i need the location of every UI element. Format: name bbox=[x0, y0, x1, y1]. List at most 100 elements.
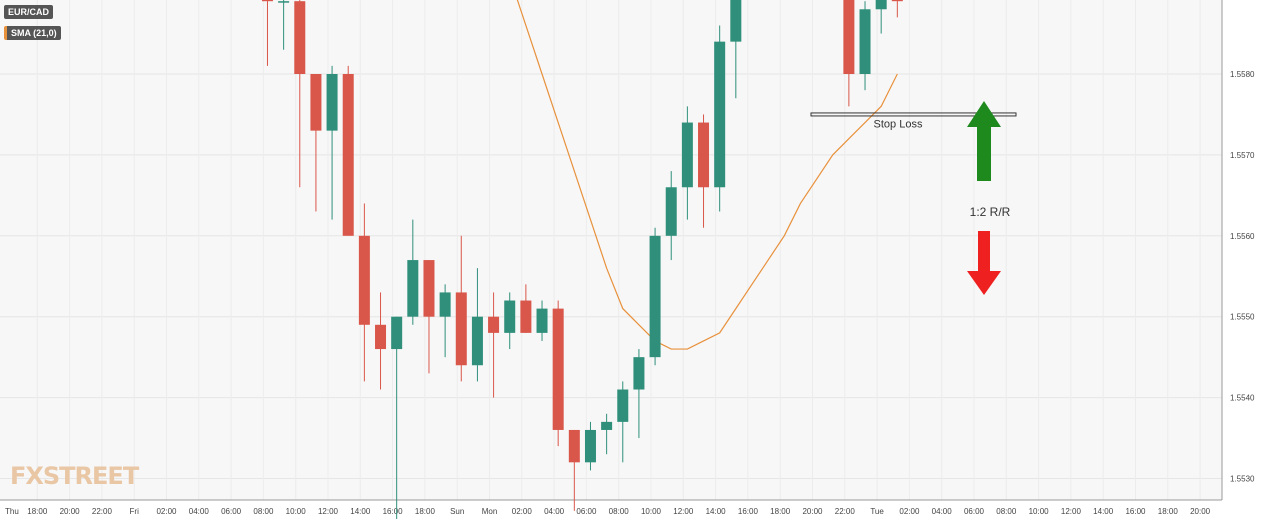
candle-body bbox=[504, 300, 516, 333]
stop-loss-line bbox=[810, 112, 1017, 117]
x-tick-label: 20:00 bbox=[1190, 507, 1211, 516]
candle bbox=[358, 203, 370, 382]
candle-body bbox=[714, 41, 726, 188]
x-tick-label: 02:00 bbox=[899, 507, 920, 516]
x-tick-label: Fri bbox=[130, 507, 140, 516]
candle bbox=[681, 106, 693, 220]
y-tick-label: 1.5530 bbox=[1230, 475, 1255, 484]
candle bbox=[552, 300, 564, 447]
candle bbox=[326, 65, 338, 220]
candle bbox=[875, 0, 887, 34]
x-tick-label: 04:00 bbox=[544, 507, 565, 516]
candle-body bbox=[730, 0, 742, 42]
candle bbox=[504, 292, 516, 350]
candle-body bbox=[423, 260, 435, 317]
y-tick-label: 1.5550 bbox=[1230, 313, 1255, 322]
x-tick-label: 14:00 bbox=[706, 507, 727, 516]
x-tick-label: Tue bbox=[870, 507, 884, 516]
x-tick-label: 10:00 bbox=[1029, 507, 1050, 516]
candle-body bbox=[520, 300, 532, 333]
x-tick-label: 08:00 bbox=[253, 507, 274, 516]
candle-body bbox=[455, 292, 467, 366]
x-tick-label: 06:00 bbox=[221, 507, 242, 516]
candle bbox=[471, 268, 483, 382]
x-tick-label: 18:00 bbox=[415, 507, 436, 516]
candle bbox=[439, 284, 451, 358]
x-tick-label: 04:00 bbox=[932, 507, 953, 516]
candle-body bbox=[891, 0, 903, 2]
x-tick-label: 08:00 bbox=[996, 507, 1017, 516]
candle-body bbox=[617, 389, 629, 422]
candle bbox=[617, 381, 629, 463]
x-tick-label: 12:00 bbox=[318, 507, 339, 516]
candle-body bbox=[471, 316, 483, 366]
candle-body bbox=[859, 9, 871, 75]
y-tick-label: 1.5560 bbox=[1230, 232, 1255, 241]
candle bbox=[649, 227, 661, 366]
x-tick-label: 08:00 bbox=[609, 507, 630, 516]
candle bbox=[665, 171, 677, 261]
x-tick-label: 14:00 bbox=[1093, 507, 1114, 516]
up-arrow-icon bbox=[967, 101, 1001, 181]
candle-body bbox=[488, 316, 500, 333]
x-tick-label: 18:00 bbox=[770, 507, 791, 516]
x-tick-label: Thu bbox=[5, 507, 19, 516]
candle bbox=[859, 1, 871, 91]
x-tick-label: 06:00 bbox=[964, 507, 985, 516]
x-tick-label: 10:00 bbox=[641, 507, 662, 516]
candle-body bbox=[294, 1, 306, 74]
candle bbox=[310, 74, 322, 212]
candle-body bbox=[649, 235, 661, 358]
candle bbox=[568, 429, 580, 511]
candle bbox=[423, 260, 435, 374]
candle bbox=[714, 25, 726, 212]
candle-body bbox=[633, 357, 645, 390]
candle-body bbox=[310, 74, 322, 131]
candle-body bbox=[278, 1, 290, 3]
candle-body bbox=[665, 187, 677, 236]
x-tick-label: 10:00 bbox=[286, 507, 307, 516]
candle-body bbox=[536, 308, 548, 333]
candle bbox=[891, 0, 903, 18]
x-tick-label: 20:00 bbox=[802, 507, 823, 516]
y-tick-label: 1.5580 bbox=[1230, 70, 1255, 79]
x-tick-label: 02:00 bbox=[156, 507, 177, 516]
candle-body bbox=[358, 235, 370, 325]
candle bbox=[730, 0, 742, 99]
sma-line bbox=[516, 0, 898, 350]
x-tick-label: 14:00 bbox=[350, 507, 371, 516]
candle-body bbox=[584, 429, 596, 463]
candle bbox=[294, 0, 306, 188]
candle-body bbox=[552, 308, 564, 430]
x-tick-label: 22:00 bbox=[92, 507, 113, 516]
candle-body bbox=[698, 122, 710, 188]
risk-reward-label: 1:2 R/R bbox=[970, 205, 1011, 219]
x-tick-label: 18:00 bbox=[27, 507, 48, 516]
candle-body bbox=[568, 429, 580, 463]
candle bbox=[391, 316, 403, 519]
candle bbox=[261, 0, 273, 66]
plot-background bbox=[0, 0, 1222, 500]
x-tick-label: Sun bbox=[450, 507, 464, 516]
x-tick-label: Mon bbox=[482, 507, 498, 516]
candle bbox=[342, 65, 354, 236]
candle-body bbox=[375, 324, 387, 350]
candle-body bbox=[875, 0, 887, 10]
candle-body bbox=[407, 260, 419, 317]
down-arrow-icon bbox=[967, 231, 1001, 295]
candle bbox=[520, 284, 532, 333]
candle-body bbox=[681, 122, 693, 188]
candle bbox=[375, 292, 387, 390]
candle bbox=[536, 300, 548, 341]
candle-body bbox=[843, 0, 855, 75]
candle-body bbox=[326, 74, 338, 131]
candle bbox=[698, 114, 710, 228]
candle bbox=[407, 219, 419, 325]
candle bbox=[278, 0, 290, 50]
candle-body bbox=[391, 316, 403, 350]
x-tick-label: 22:00 bbox=[835, 507, 856, 516]
x-tick-label: 04:00 bbox=[189, 507, 210, 516]
y-tick-label: 1.5570 bbox=[1230, 151, 1255, 160]
x-tick-label: 20:00 bbox=[60, 507, 81, 516]
